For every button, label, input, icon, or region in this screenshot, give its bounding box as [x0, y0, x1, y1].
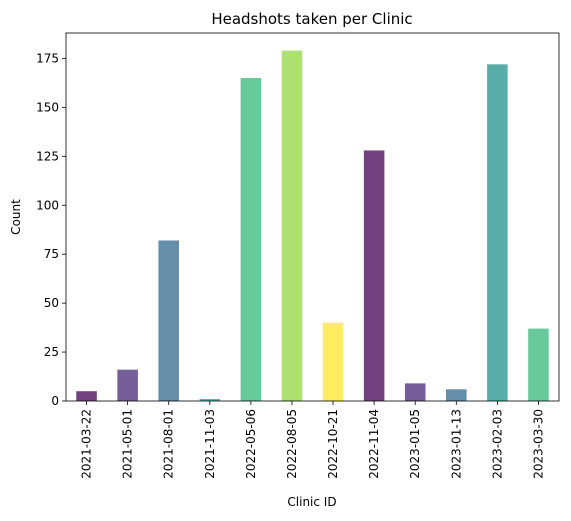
bar-2022-05-06: [240, 78, 262, 402]
x-tick-label: 2022-08-05: [285, 409, 299, 479]
y-tick-label: 75: [44, 247, 59, 261]
x-tick-label: 2023-01-05: [408, 409, 422, 479]
bar-2023-01-13: [446, 389, 467, 401]
y-tick-label: 175: [36, 51, 59, 65]
x-tick-label: 2021-05-01: [121, 409, 135, 479]
bar-2021-11-03: [199, 399, 221, 401]
x-tick-label: 2023-03-30: [531, 409, 545, 479]
x-tick-label: 2022-05-06: [244, 409, 258, 479]
x-tick-label: 2022-11-04: [367, 409, 381, 479]
bar-2023-03-30: [528, 328, 549, 401]
x-tick-label: 2021-11-03: [203, 409, 217, 479]
y-tick-label: 100: [36, 198, 59, 212]
chart-title: Headshots taken per Clinic: [211, 10, 412, 28]
y-tick-label: 25: [44, 345, 59, 359]
bar-2021-05-01: [117, 369, 138, 401]
bar-2023-01-05: [404, 383, 426, 401]
x-tick-label: 2021-03-22: [80, 409, 94, 479]
x-axis-label: Clinic ID: [287, 495, 336, 509]
bar-2021-03-22: [76, 391, 97, 401]
plot-area: 0 25 50 75 100 125 150 175 2021-03-22 2021-05-01 2…: [36, 32, 560, 479]
axes-frame: [65, 32, 560, 402]
bar-2021-08-01: [158, 240, 179, 401]
y-tick-label: 0: [51, 394, 59, 408]
y-tick-label: 150: [36, 100, 59, 114]
y-axis-label: Count: [9, 199, 23, 235]
bar-2022-11-04: [363, 150, 385, 401]
y-tick-label: 125: [36, 149, 59, 163]
x-tick-label: 2022-10-21: [326, 409, 340, 479]
bar-2022-10-21: [322, 322, 344, 401]
bar-2023-02-03: [487, 64, 508, 401]
y-tick-label: 50: [44, 296, 59, 310]
x-tick-label: 2023-02-03: [490, 409, 504, 479]
x-tick-label: 2023-01-13: [449, 409, 463, 479]
bar-2022-08-05: [281, 50, 303, 402]
x-tick-label: 2021-08-01: [162, 409, 176, 479]
